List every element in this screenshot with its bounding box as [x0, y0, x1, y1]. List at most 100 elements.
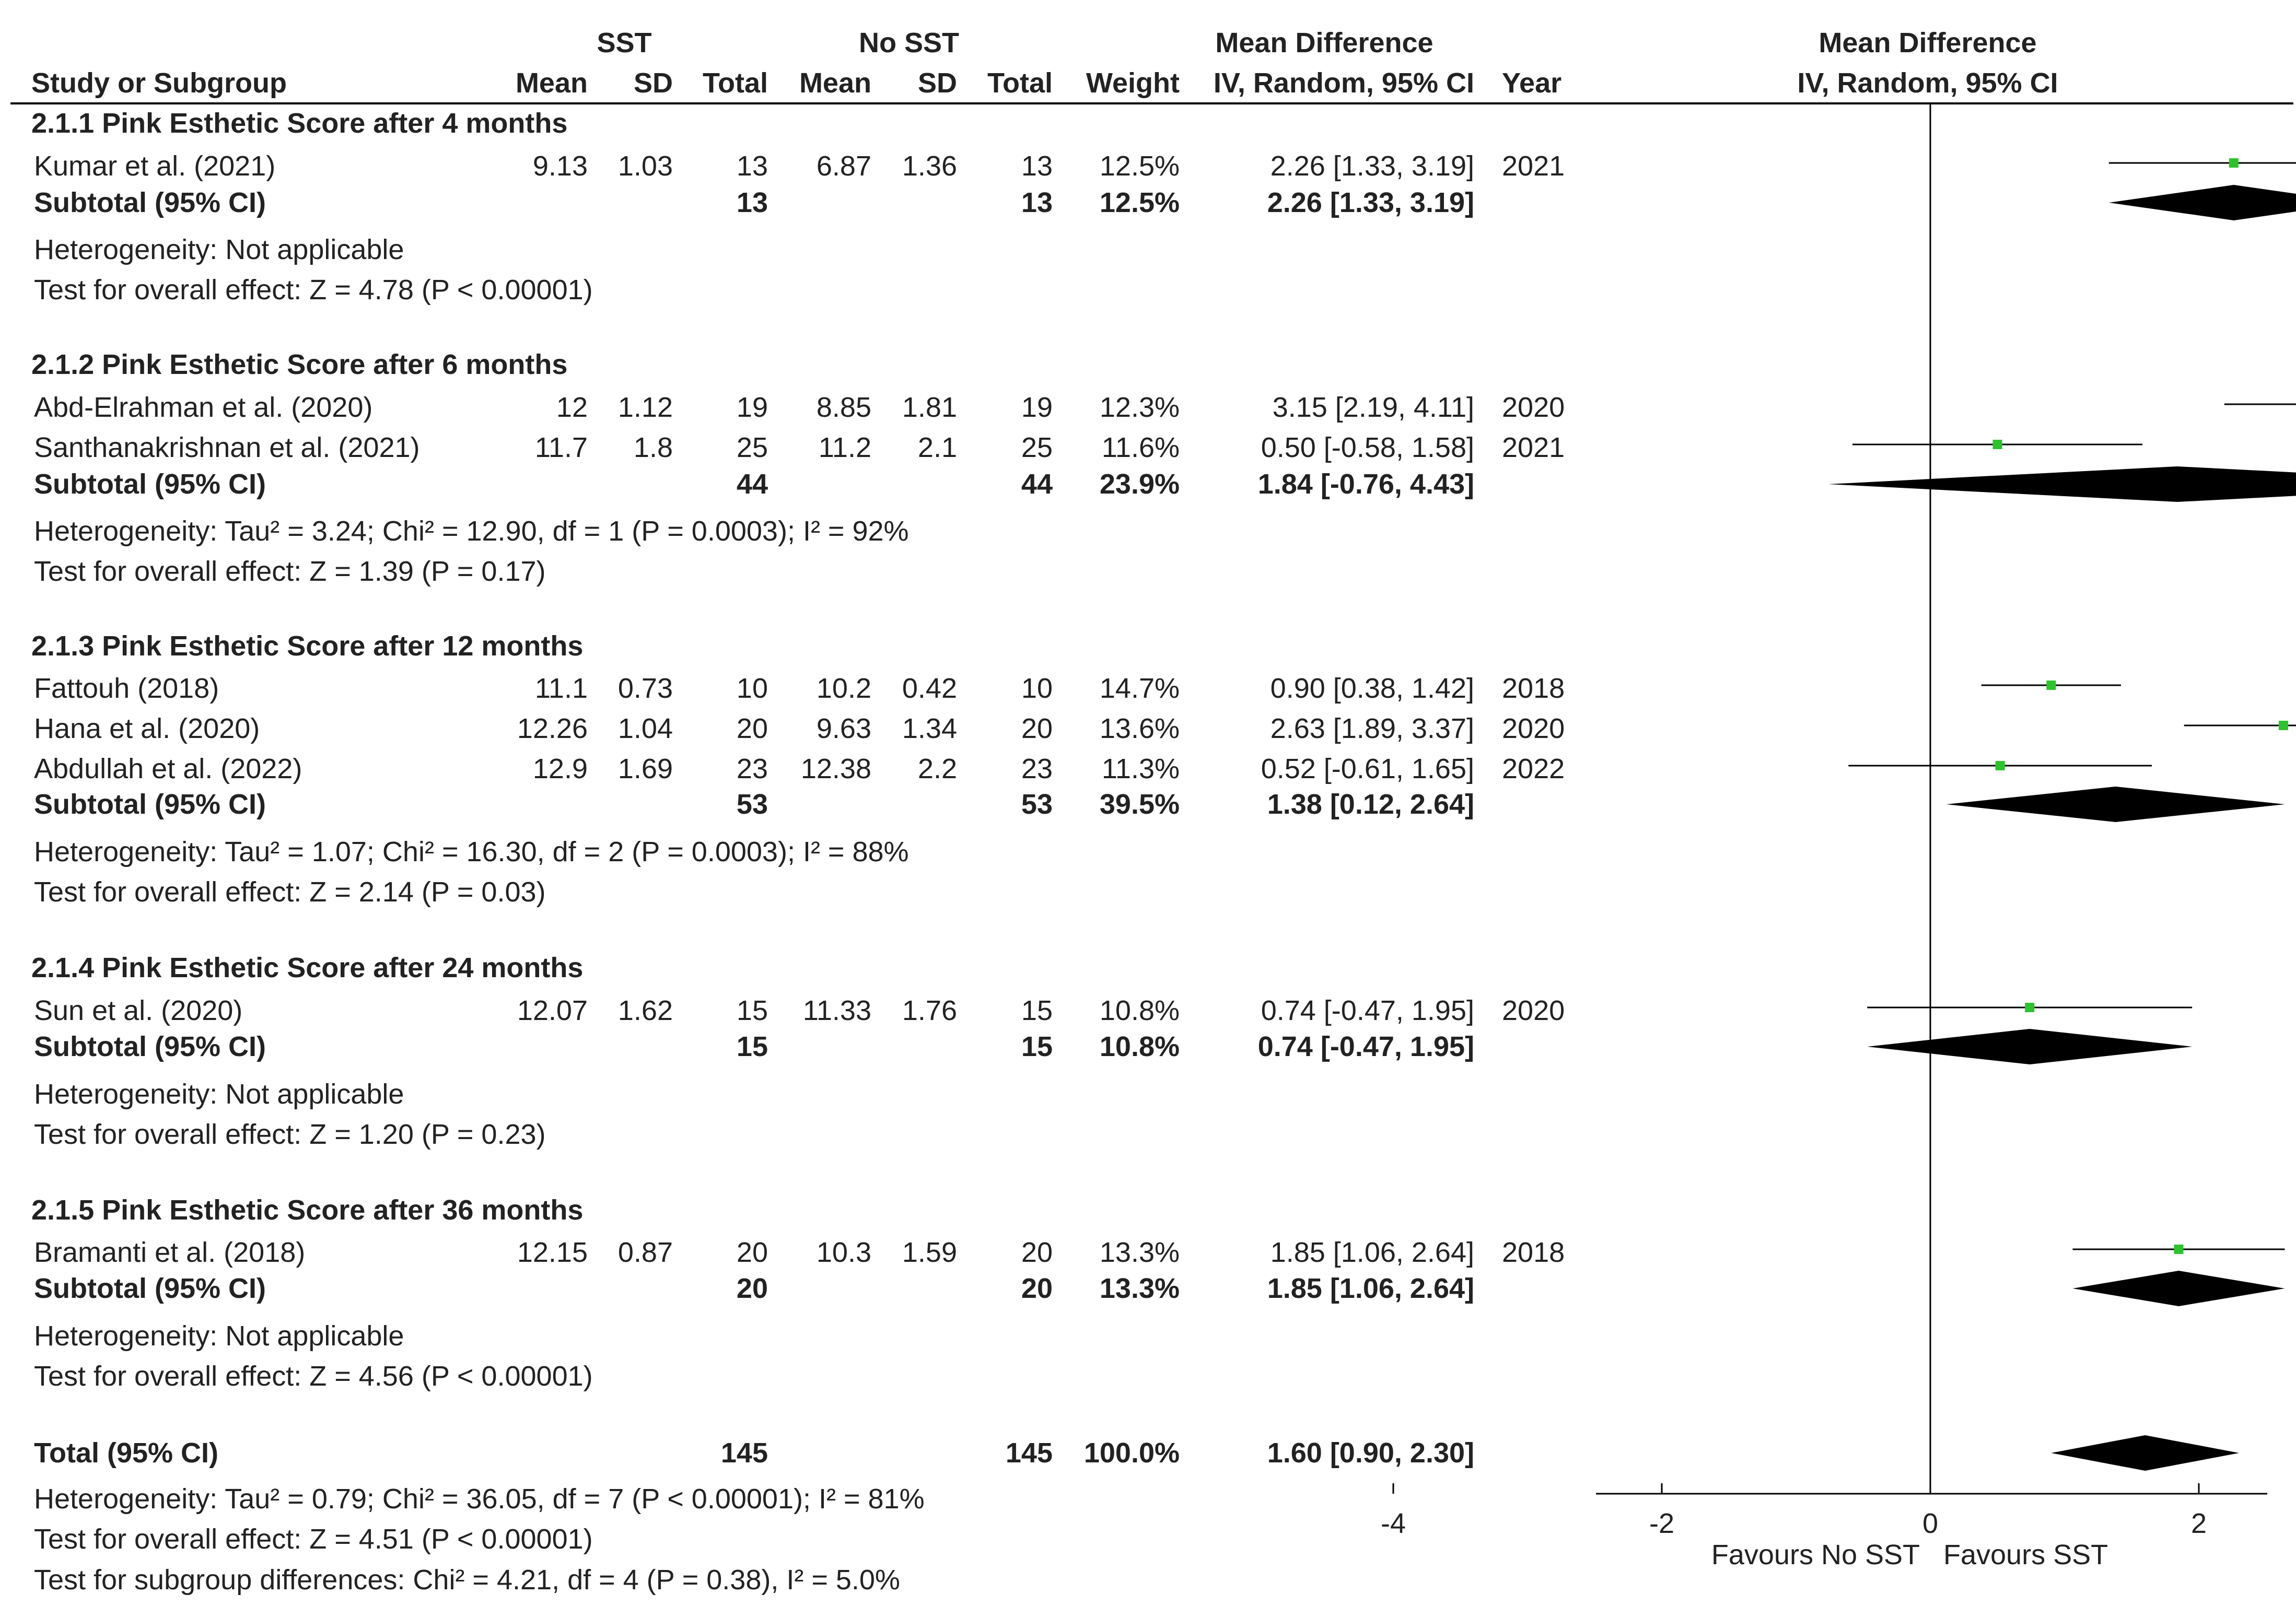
table-rows: 2.1.1 Pink Esthetic Score after 4 months…: [31, 108, 1565, 1596]
study-2-1-point: [2278, 721, 2288, 730]
heterogeneity-note: Heterogeneity: Tau² = 1.07; Chi² = 16.30…: [34, 836, 909, 868]
study-mean2: 6.87: [817, 150, 871, 182]
study-sd1: 1.62: [618, 995, 673, 1026]
subtotal-total2: 13: [1021, 187, 1053, 218]
x-tick-label: -2: [1649, 1508, 1674, 1539]
study-mean2: 10.3: [817, 1237, 871, 1268]
study-total1: 20: [737, 1237, 768, 1268]
study-sd2: 2.2: [918, 753, 957, 784]
study-sd2: 1.76: [902, 995, 957, 1026]
study-sd1: 1.8: [634, 432, 673, 463]
subtotal-weight: 10.8%: [1100, 1031, 1180, 1062]
subtotal-weight: 13.3%: [1100, 1273, 1180, 1304]
study-sd2: 1.34: [902, 713, 957, 744]
subtotal-label: Subtotal (95% CI): [34, 1273, 266, 1304]
subtotal-total1: 15: [737, 1031, 768, 1062]
subtotal-total1: 53: [737, 789, 768, 820]
col-study: Study or Subgroup: [31, 67, 287, 99]
study-ci: 0.52 [-0.61, 1.65]: [1261, 753, 1474, 784]
study-ci: 1.85 [1.06, 2.64]: [1271, 1237, 1474, 1268]
study-weight: 12.5%: [1100, 150, 1180, 182]
col-mean2: Mean: [799, 67, 871, 99]
total-total1: 145: [721, 1437, 768, 1469]
study-4-0-point: [2174, 1245, 2184, 1254]
study-mean1: 12.07: [517, 995, 588, 1026]
overall-effect-note: Test for overall effect: Z = 1.20 (P = 0…: [34, 1119, 546, 1150]
study-ci: 0.50 [-0.58, 1.58]: [1261, 432, 1474, 463]
group1-header: SST: [597, 27, 651, 58]
subtotal-diamond-4: [2072, 1271, 2285, 1306]
study-total1: 15: [737, 995, 768, 1026]
study-mean1: 11.1: [535, 673, 588, 704]
study-sd1: 1.04: [618, 713, 673, 744]
study-ci: 0.74 [-0.47, 1.95]: [1261, 995, 1474, 1026]
subtotal-weight: 12.5%: [1100, 187, 1180, 218]
study-3-0-point: [2025, 1003, 2035, 1012]
study-sd2: 0.42: [902, 673, 957, 704]
study-mean2: 11.33: [803, 995, 871, 1026]
study-sd2: 1.59: [902, 1237, 957, 1268]
study-weight: 11.6%: [1102, 432, 1180, 463]
subtotal-diamond-1: [1828, 466, 2296, 502]
study-total1: 10: [737, 673, 768, 704]
total-weight: 100.0%: [1084, 1437, 1180, 1469]
study-mean2: 10.2: [817, 673, 871, 704]
study-name: Sun et al. (2020): [34, 995, 242, 1026]
col-mean1: Mean: [516, 67, 588, 99]
study-total2: 19: [1021, 392, 1053, 423]
study-total2: 20: [1021, 713, 1053, 744]
subgroup-differences: Test for subgroup differences: Chi² = 4.…: [34, 1564, 900, 1596]
study-weight: 13.6%: [1100, 713, 1180, 744]
subtotal-total2: 20: [1021, 1273, 1053, 1304]
plot-subheader: IV, Random, 95% CI: [1797, 67, 2058, 99]
x-tick-label: 2: [2191, 1508, 2207, 1539]
subtotal-ci: 0.74 [-0.47, 1.95]: [1258, 1031, 1474, 1062]
study-weight: 11.3%: [1102, 753, 1180, 784]
study-mean2: 9.63: [817, 713, 871, 744]
subtotal-label: Subtotal (95% CI): [34, 1031, 266, 1062]
study-total1: 23: [737, 753, 768, 784]
study-sd1: 0.87: [618, 1237, 673, 1268]
total-label: Total (95% CI): [34, 1437, 218, 1469]
study-name: Santhanakrishnan et al. (2021): [34, 432, 420, 463]
effect-header: Mean Difference: [1215, 27, 1433, 58]
study-year: 2018: [1502, 1237, 1565, 1268]
study-mean2: 12.38: [801, 753, 871, 784]
heterogeneity-note: Heterogeneity: Tau² = 3.24; Chi² = 12.90…: [34, 515, 909, 547]
study-year: 2021: [1502, 432, 1565, 463]
total-heterogeneity: Heterogeneity: Tau² = 0.79; Chi² = 36.05…: [34, 1483, 925, 1515]
study-sd1: 1.69: [618, 753, 673, 784]
study-mean1: 12.26: [517, 713, 588, 744]
subgroup-heading: 2.1.4 Pink Esthetic Score after 24 month…: [31, 952, 583, 983]
study-weight: 10.8%: [1100, 995, 1180, 1026]
study-name: Fattouh (2018): [34, 673, 219, 704]
study-sd1: 1.12: [618, 392, 673, 423]
subgroup-heading: 2.1.1 Pink Esthetic Score after 4 months: [31, 108, 567, 139]
subtotal-ci: 1.38 [0.12, 2.64]: [1267, 789, 1474, 820]
x-tick-label: -4: [1381, 1508, 1406, 1539]
study-weight: 12.3%: [1100, 392, 1180, 423]
subtotal-weight: 23.9%: [1100, 468, 1180, 500]
favours-left-label: Favours No SST: [1711, 1539, 1920, 1570]
overall-effect-note: Test for overall effect: Z = 1.39 (P = 0…: [34, 556, 546, 587]
subtotal-ci: 1.84 [-0.76, 4.43]: [1258, 468, 1474, 500]
study-total2: 15: [1021, 995, 1053, 1026]
subtotal-total2: 53: [1021, 789, 1053, 820]
overall-effect-note: Test for overall effect: Z = 2.14 (P = 0…: [34, 876, 546, 908]
study-sd1: 1.03: [618, 150, 673, 182]
study-name: Abd-Elrahman et al. (2020): [34, 392, 372, 423]
study-total1: 20: [737, 713, 768, 744]
study-ci: 2.63 [1.89, 3.37]: [1271, 713, 1474, 744]
subgroup-heading: 2.1.3 Pink Esthetic Score after 12 month…: [31, 630, 583, 662]
subtotal-total2: 44: [1021, 468, 1053, 500]
study-0-0-point: [2229, 158, 2239, 168]
study-1-1-point: [1992, 440, 2002, 449]
subtotal-label: Subtotal (95% CI): [34, 187, 266, 218]
study-sd2: 2.1: [918, 432, 957, 463]
overall-effect-note: Test for overall effect: Z = 4.78 (P < 0…: [34, 274, 593, 306]
study-mean1: 12.15: [517, 1237, 588, 1268]
overall-effect-note: Test for overall effect: Z = 4.56 (P < 0…: [34, 1361, 593, 1392]
col-total1: Total: [703, 67, 768, 99]
